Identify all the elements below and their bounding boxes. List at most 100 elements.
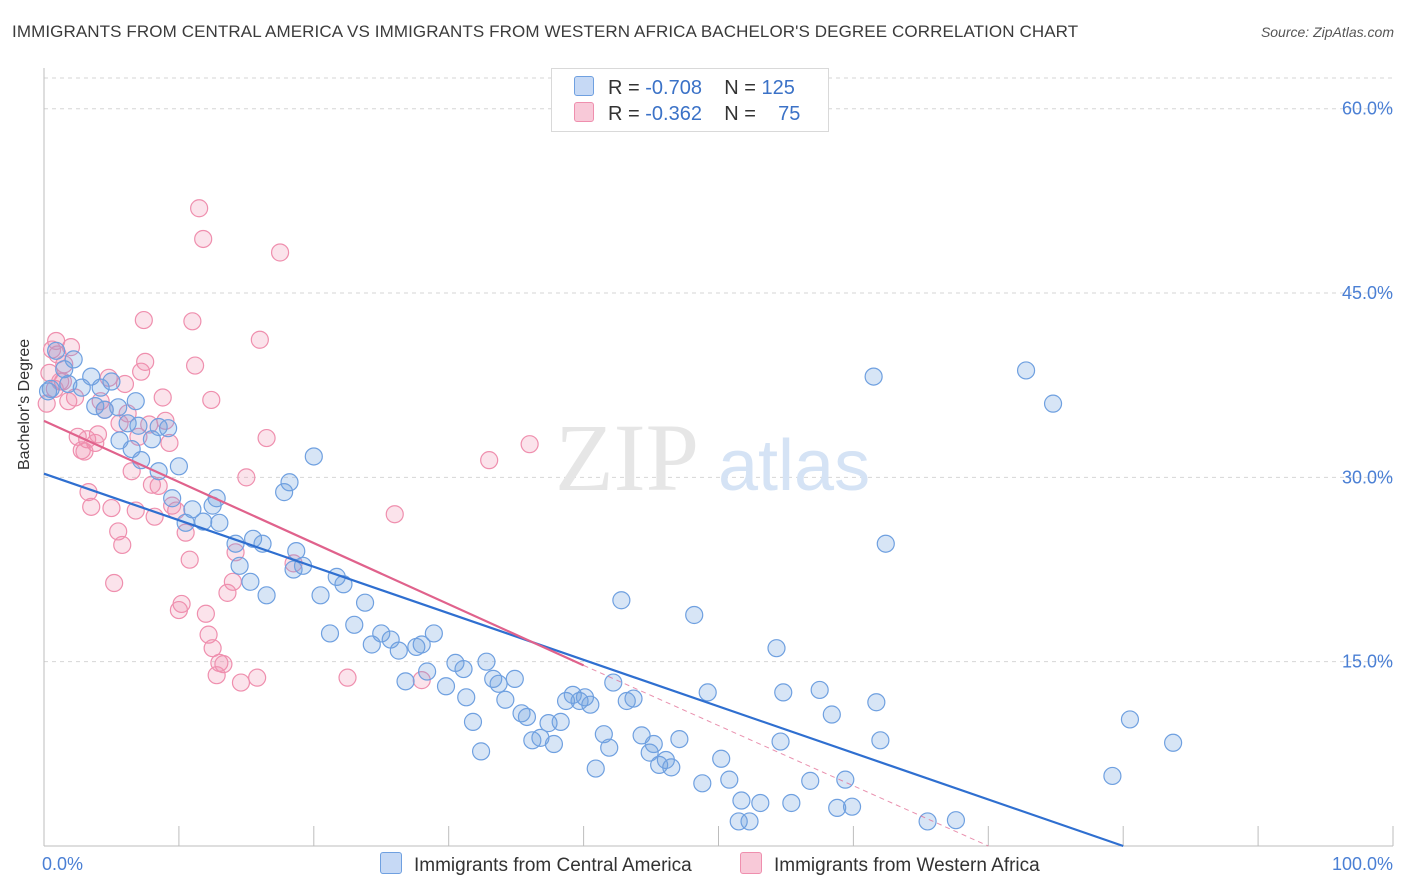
central-america-point	[946, 811, 966, 830]
central-america-point	[1103, 766, 1122, 786]
watermark-zip: ZIP	[555, 404, 699, 511]
central-america-point	[867, 693, 886, 712]
western-africa-point	[520, 435, 539, 454]
chart-title: IMMIGRANTS FROM CENTRAL AMERICA VS IMMIG…	[12, 22, 1079, 41]
western-africa-point	[248, 668, 267, 687]
central-america-point	[1016, 361, 1036, 380]
central-america-point	[287, 541, 306, 561]
western-africa-point	[113, 535, 132, 555]
western-africa-point	[196, 604, 215, 623]
central-america-point	[477, 652, 496, 671]
western-africa-point	[480, 451, 499, 470]
y-tick-label: 45.0%	[1342, 283, 1393, 303]
central-america-point	[41, 379, 60, 398]
central-america-point	[243, 529, 263, 548]
central-america-point	[129, 416, 148, 435]
central-america-point	[454, 659, 473, 679]
y-tick-label: 60.0%	[1342, 99, 1393, 119]
central-america-point	[740, 812, 759, 831]
central-america-point	[729, 812, 748, 831]
correlation-legend: R = -0.708 N = 125 R = -0.362 N = 75	[551, 68, 829, 132]
axes	[43, 68, 1394, 847]
central-america-point	[1164, 733, 1183, 752]
western-africa-point	[194, 229, 213, 249]
central-america-point	[685, 605, 704, 625]
central-america-point	[612, 591, 631, 610]
central-america-point	[418, 662, 437, 681]
central-america-point	[544, 734, 564, 754]
central-america-point	[670, 729, 689, 749]
central-america-point	[624, 689, 643, 708]
western-africa-point	[223, 572, 242, 591]
central-america-point	[871, 731, 890, 750]
y-tick-label: 30.0%	[1342, 467, 1393, 487]
central-america-point	[320, 624, 340, 643]
central-america-point	[505, 669, 524, 688]
central-america-point	[275, 483, 294, 502]
western-africa-point	[183, 312, 202, 331]
central-america-point	[169, 457, 188, 476]
central-america-point	[767, 639, 786, 658]
central-america-point	[600, 738, 619, 757]
central-america-point	[662, 758, 681, 777]
central-america-point	[311, 586, 330, 605]
central-america-point	[644, 734, 663, 754]
central-america-point	[489, 674, 508, 693]
legend-swatch-pink	[574, 102, 594, 122]
legend-r-value: -0.708	[645, 77, 702, 99]
legend-row-western-africa: R = -0.362 N = 75	[574, 102, 800, 126]
western-africa-point	[156, 411, 175, 430]
central-america-point	[64, 350, 83, 369]
watermark: ZIP atlas	[555, 404, 870, 511]
legend-n-label: N =	[724, 103, 762, 125]
western-africa-point	[237, 468, 256, 487]
central-america-point	[345, 615, 364, 634]
western-africa-point	[88, 425, 108, 444]
western-africa-point	[82, 497, 101, 516]
western-africa-point	[47, 331, 66, 351]
central-america-point	[720, 770, 739, 789]
western-africa-trend-extension	[583, 664, 989, 847]
legend-r-label: R =	[608, 77, 646, 99]
x-tick-label: 100.0%	[1332, 854, 1393, 874]
central-america-point	[372, 624, 391, 643]
central-america-point	[698, 683, 717, 702]
central-america-point	[594, 725, 613, 744]
western-africa-point	[385, 505, 404, 524]
central-america-point	[484, 669, 503, 688]
central-america-point	[47, 341, 66, 360]
central-america-point	[842, 797, 862, 816]
western-africa-point	[199, 625, 218, 644]
western-africa-point	[149, 476, 168, 496]
central-america-point	[280, 473, 299, 492]
western-africa-point	[270, 243, 290, 262]
western-africa-point	[172, 594, 191, 614]
western-africa-point	[102, 498, 121, 518]
tick-labels: 15.0% 30.0% 45.0% 60.0% 0.0% 100.0%	[42, 99, 1393, 874]
legend-n-label: N =	[724, 77, 762, 99]
central-america-point	[109, 398, 128, 417]
central-america-points	[38, 341, 1183, 831]
central-america-point	[163, 489, 182, 508]
central-america-point	[59, 374, 78, 394]
central-america-point	[91, 378, 110, 397]
central-america-point	[457, 688, 476, 707]
central-america-point	[55, 360, 74, 379]
central-america-point	[284, 560, 303, 579]
central-america-point	[551, 712, 570, 731]
central-america-point	[496, 690, 515, 709]
central-america-point	[801, 771, 820, 790]
western-africa-point	[180, 550, 199, 569]
central-america-point	[810, 680, 829, 700]
central-america-point	[412, 635, 431, 654]
western-africa-point	[214, 655, 233, 674]
legend-r-value: -0.362	[645, 103, 702, 125]
central-america-point	[471, 742, 491, 761]
central-america-point	[463, 712, 483, 731]
legend-item-central-america: Immigrants from Central America	[380, 852, 692, 877]
central-america-trend-line	[43, 472, 1124, 848]
central-america-point	[556, 691, 576, 711]
watermark-atlas: atlas	[718, 426, 870, 506]
central-america-point	[517, 707, 537, 727]
